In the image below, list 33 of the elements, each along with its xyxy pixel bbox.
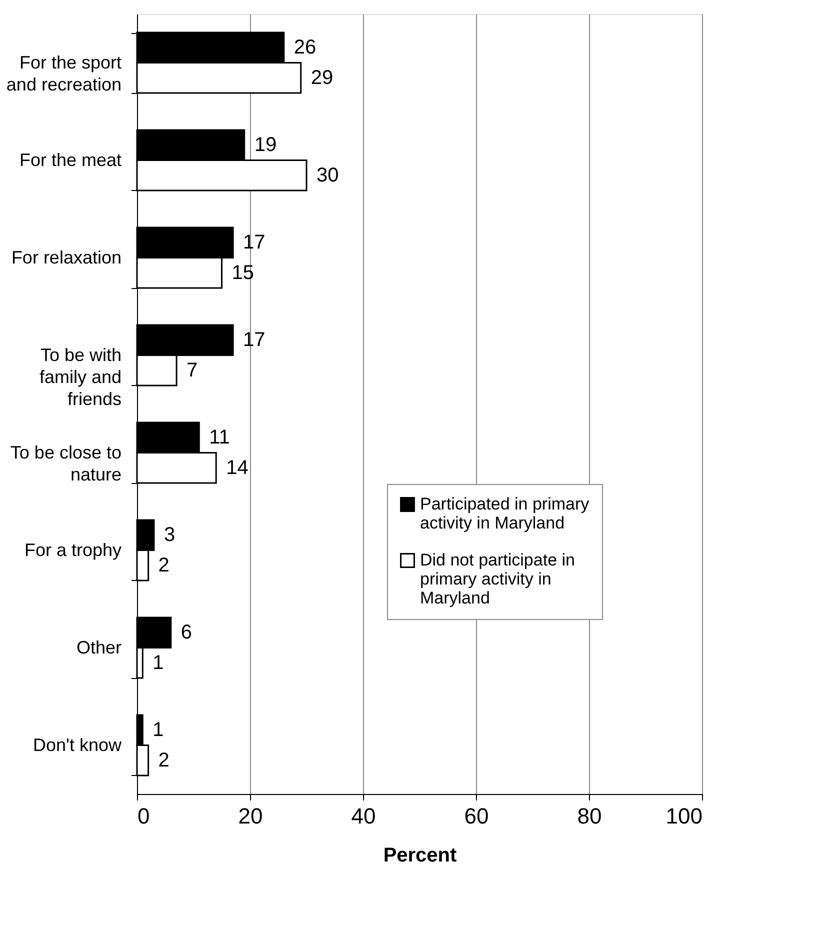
x-tick-label: 20 <box>238 804 263 828</box>
y-tick-label: For a trophy <box>24 540 122 560</box>
y-tick-label: For the meat <box>19 150 122 170</box>
data-label: 7 <box>186 359 198 382</box>
data-label: 6 <box>180 622 192 644</box>
data-label: 3 <box>164 524 176 546</box>
y-tick-label: For relaxation <box>11 247 122 268</box>
data-label: 14 <box>226 456 248 479</box>
data-label: 19 <box>254 134 277 156</box>
legend-label: Participated in primary activity in Maryland <box>420 494 590 532</box>
y-tick-label: For the sport and recreation <box>6 52 122 94</box>
data-label: 17 <box>243 329 266 352</box>
y-tick-label: Don't know <box>33 734 122 755</box>
data-label: 11 <box>209 426 230 449</box>
x-tick-label: 0 <box>138 804 150 828</box>
legend-label: Did not participate in primary activity in Maryland <box>420 550 575 608</box>
data-label: 1 <box>152 652 164 674</box>
data-label: 15 <box>232 262 254 284</box>
data-label: 17 <box>243 232 266 254</box>
y-tick-label: To be with family and friends <box>39 344 122 409</box>
data-label: 2 <box>158 749 170 772</box>
y-tick-label: To be close to nature <box>10 442 122 484</box>
x-tick-label: 100 <box>666 804 702 828</box>
data-label: 30 <box>316 164 339 186</box>
x-tick-label: 80 <box>577 804 602 828</box>
x-tick-label: 40 <box>351 804 376 828</box>
data-label: 2 <box>158 554 170 576</box>
y-tick-label: Other <box>76 637 122 658</box>
data-label: 26 <box>294 36 316 59</box>
x-tick-label: 60 <box>464 804 489 828</box>
data-label: 29 <box>310 66 334 89</box>
x-axis-title: Percent <box>383 844 458 866</box>
data-label: 1 <box>152 719 164 742</box>
